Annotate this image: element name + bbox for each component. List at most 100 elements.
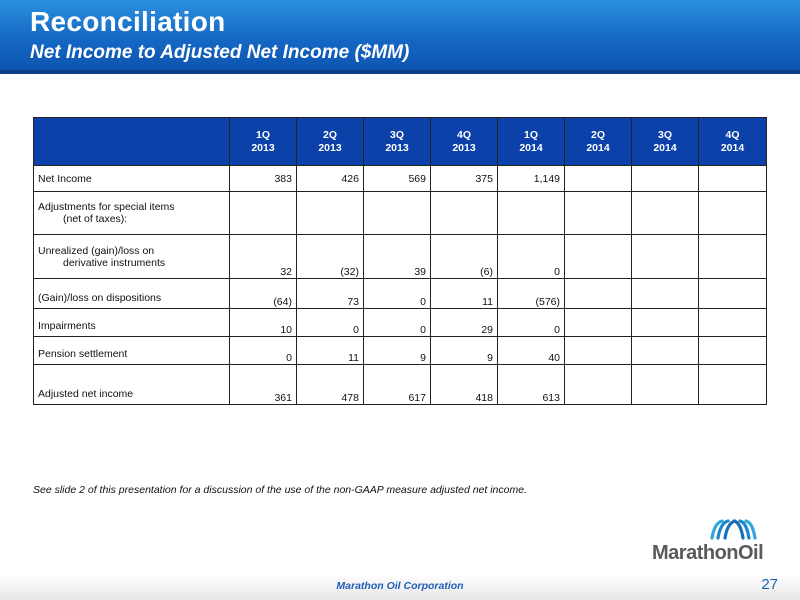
table-cell: 11 — [430, 278, 498, 309]
table-cell: 0 — [229, 336, 297, 365]
logo-wordmark: MarathonOil — [652, 542, 764, 564]
column-quarter: 3Q — [657, 128, 672, 141]
table-cell — [631, 364, 699, 405]
row-label-text: Adjusted net income — [38, 388, 134, 400]
column-year: 2013 — [251, 141, 275, 154]
row-label-text: Unrealized (gain)/loss on — [38, 244, 155, 257]
table-cell: 0 — [363, 308, 431, 337]
table-cell: 0 — [497, 308, 565, 337]
table-cell — [631, 308, 699, 337]
table-cell: 39 — [363, 234, 431, 279]
table-cell: 426 — [296, 165, 364, 192]
row-label: Pension settlement — [33, 336, 230, 365]
table-cell: 11 — [296, 336, 364, 365]
column-year: 2014 — [519, 141, 543, 154]
table-cell: 613 — [497, 364, 565, 405]
table-cell: 32 — [229, 234, 297, 279]
table-cell — [698, 308, 767, 337]
row-label: Adjustments for special items (net of tax… — [33, 191, 230, 235]
table-cell — [631, 165, 699, 192]
table-cell — [698, 234, 767, 279]
table-cell — [564, 165, 632, 192]
column-year: 2014 — [586, 141, 610, 154]
table-cell — [631, 234, 699, 279]
table-row: Unrealized (gain)/loss on derivative inst… — [33, 234, 767, 279]
table-cell: 10 — [229, 308, 297, 337]
column-quarter: 1Q — [523, 128, 538, 141]
table-cell: 29 — [430, 308, 498, 337]
page-number: 27 — [761, 576, 778, 593]
header-banner — [0, 0, 800, 70]
table-cell: (32) — [296, 234, 364, 279]
table-cell — [698, 336, 767, 365]
table-cell: (64) — [229, 278, 297, 309]
column-quarter: 1Q — [255, 128, 270, 141]
column-year: 2014 — [653, 141, 677, 154]
table-cell: 73 — [296, 278, 364, 309]
table-cell — [430, 191, 498, 235]
footer-company: Marathon Oil Corporation — [336, 580, 464, 592]
table-cell: 0 — [497, 234, 565, 279]
column-year: 2014 — [720, 141, 745, 154]
column-header: 4Q 2014 — [698, 117, 767, 166]
table-cell — [698, 191, 767, 235]
table-row: Impairments 10 0 0 29 0 — [33, 308, 767, 337]
table-row: Adjustments for special items (net of tax… — [33, 191, 767, 235]
table-cell — [631, 278, 699, 309]
company-logo: MarathonOil — [652, 518, 772, 570]
table-cell: 1,149 — [497, 165, 565, 192]
row-label: Adjusted net income — [33, 364, 230, 405]
table-cell: 375 — [430, 165, 498, 192]
page-title: Reconciliation — [30, 6, 226, 37]
column-quarter: 2Q — [322, 128, 337, 141]
row-label-text: Adjustments for special items — [38, 201, 175, 213]
table-cell: 9 — [430, 336, 498, 365]
table-cell — [564, 234, 632, 279]
row-label: Net Income — [33, 165, 230, 192]
table-cell: (6) — [430, 234, 498, 279]
row-label-text: Impairments — [38, 320, 96, 332]
table-cell: 418 — [430, 364, 498, 405]
table-header-row: 1Q 2013 2Q 2013 3Q 2013 4Q 2013 1Q 2014 2Q 201… — [33, 117, 767, 166]
table-row: Pension settlement 0 11 9 9 40 — [33, 336, 767, 365]
table-row: (Gain)/loss on dispositions (64) 73 0 11… — [33, 278, 767, 309]
row-label: (Gain)/loss on dispositions — [33, 278, 230, 309]
table-cell — [564, 191, 632, 235]
column-header: 1Q 2013 — [229, 117, 297, 166]
table-cell: 383 — [229, 165, 297, 192]
footnote: See slide 2 of this presentation for a d… — [33, 484, 527, 496]
row-label-text: Pension settlement — [38, 348, 128, 360]
table-cell — [631, 191, 699, 235]
table-cell — [363, 191, 431, 235]
table-cell — [564, 364, 632, 405]
column-year: 2013 — [385, 141, 409, 154]
footer-bar — [0, 575, 800, 600]
header-divider — [0, 70, 800, 74]
column-header: 2Q 2013 — [296, 117, 364, 166]
header-blank-cell — [33, 117, 230, 166]
table-cell: 9 — [363, 336, 431, 365]
table-row: Adjusted net income 361 478 617 418 613 — [33, 364, 767, 405]
column-header: 4Q 2013 — [430, 117, 498, 166]
row-label: Unrealized (gain)/loss on derivative inst… — [33, 234, 230, 279]
table-cell — [564, 278, 632, 309]
column-quarter: 4Q — [725, 128, 740, 141]
table-cell — [698, 165, 767, 192]
table-cell — [296, 191, 364, 235]
table-cell — [631, 336, 699, 365]
table-cell: 478 — [296, 364, 364, 405]
row-sublabel-text: derivative instruments — [63, 256, 166, 269]
table-cell — [698, 278, 767, 309]
table-cell — [229, 191, 297, 235]
table-cell: 0 — [296, 308, 364, 337]
table-cell: 361 — [229, 364, 297, 405]
row-label-text: Net Income — [38, 172, 92, 185]
column-quarter: 2Q — [590, 128, 605, 141]
table-cell: 569 — [363, 165, 431, 192]
table-cell — [497, 191, 565, 235]
table-cell: (576) — [497, 278, 565, 309]
row-label: Impairments — [33, 308, 230, 337]
table-cell — [698, 364, 767, 405]
row-label-text: (Gain)/loss on dispositions — [38, 292, 162, 304]
column-quarter: 3Q — [389, 128, 404, 141]
